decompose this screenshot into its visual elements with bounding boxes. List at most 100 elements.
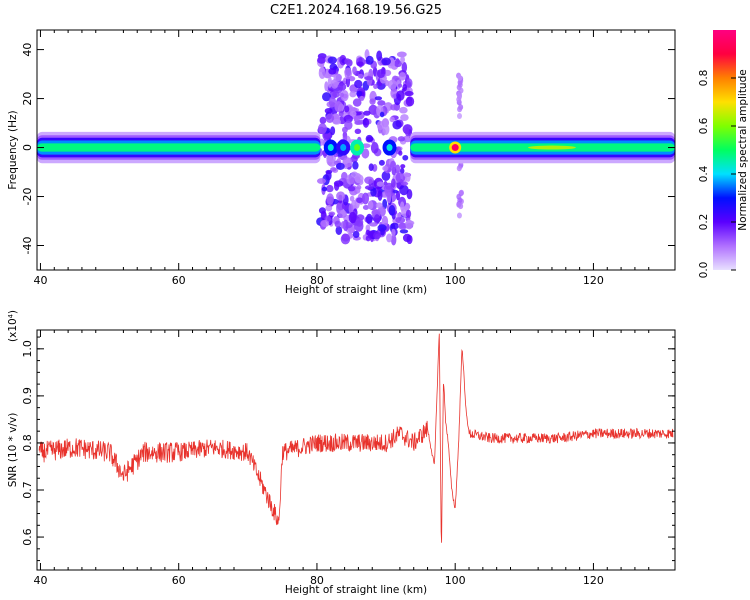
y-tick-label: 0.9 — [21, 387, 34, 405]
spectrogram-blob — [348, 211, 357, 224]
spectrogram-blob — [322, 92, 332, 102]
snr-xlabel: Height of straight line (km) — [285, 584, 427, 596]
spectrogram-blob — [395, 190, 401, 201]
spectrogram-blob — [379, 111, 385, 118]
spectrogram-blob — [395, 172, 406, 183]
spectrogram-blob — [365, 55, 374, 65]
spectrogram-blob — [400, 164, 406, 169]
spectrogram-blob — [402, 154, 409, 161]
snr-panel: 40 60 80 100 120 0.6 0.7 0.8 0.9 1.0 Height of st… — [7, 310, 676, 596]
spectrogram-blob — [402, 135, 413, 143]
spectrogram-blob — [326, 154, 337, 163]
spectrogram-blob — [344, 58, 351, 65]
spectrogram-blob — [318, 123, 327, 135]
spectrogram-blob — [335, 162, 345, 170]
spectrogram-blob — [350, 171, 358, 178]
spectrogram-blob — [328, 96, 337, 108]
x-tick-label: 40 — [33, 574, 47, 587]
spectrogram-blob — [343, 222, 353, 229]
snr-axes-frame — [36, 329, 676, 571]
spectrogram-blob — [458, 203, 464, 210]
spectrogram-blob — [370, 142, 379, 154]
spectrogram-blob — [370, 187, 377, 197]
spectrogram-blob — [393, 60, 402, 68]
spectrogram-blob — [367, 200, 374, 210]
spectrogram-blob — [363, 110, 371, 116]
spectrogram-blob — [365, 213, 373, 225]
spectrogram-blob — [457, 79, 463, 86]
spectrogram-blob — [374, 96, 383, 101]
spectrogram-blob — [324, 107, 333, 114]
spectrogram-blob — [391, 228, 396, 237]
spectrogram-blob — [457, 106, 463, 113]
colorbar-ticks: 0.0 0.2 0.4 0.6 0.8 — [698, 70, 736, 278]
spectrogram-blob — [349, 91, 357, 98]
spectrogram-blob — [373, 231, 382, 240]
spectrogram-blob — [354, 128, 362, 135]
spectrogram-ticks: 40 60 80 100 120 -40 -20 0 20 40 — [21, 30, 675, 287]
spectrogram-peak — [451, 144, 459, 152]
spectrogram-blob — [332, 91, 340, 98]
colorbar-tick-label: 0.2 — [698, 214, 710, 231]
spectrogram-blob — [324, 81, 329, 92]
spectrogram-blob — [319, 116, 327, 125]
spectrogram-blob — [356, 197, 364, 204]
snr-series-line — [38, 333, 674, 543]
spectrogram-blob — [365, 235, 371, 242]
spectrogram-blob — [356, 61, 364, 67]
spectrogram-blob — [340, 221, 346, 229]
spectrogram-blob — [376, 181, 384, 187]
spectrogram-blob — [352, 161, 359, 170]
spectrogram-blob — [381, 215, 389, 227]
spectrogram-blob — [334, 182, 340, 191]
spectrogram-ridge — [527, 145, 576, 150]
spectrogram-cluster — [340, 144, 347, 152]
spectrogram-blob — [398, 150, 403, 156]
spectrogram-blob — [348, 203, 354, 214]
spectrogram-blob — [388, 205, 396, 216]
spectrogram-blob — [327, 76, 333, 88]
spectrogram-blob — [337, 209, 347, 219]
spectrogram-blob — [395, 216, 406, 224]
spectrogram-blob — [389, 116, 395, 123]
spectrogram-blob — [364, 176, 374, 185]
y-tick-label: 0.7 — [21, 481, 34, 499]
x-tick-label: 80 — [310, 274, 324, 287]
spectrogram-blob — [364, 76, 374, 81]
spectrogram-blob — [334, 101, 343, 113]
spectrogram-blob — [354, 220, 364, 232]
spectrogram-blob — [405, 96, 415, 107]
y-tick-label: -20 — [21, 188, 34, 206]
spectrogram-blob — [390, 160, 397, 171]
spectrogram-blob — [382, 165, 389, 171]
spectrogram-blob — [386, 233, 393, 243]
spectrogram-cluster — [327, 144, 334, 152]
spectrogram-blob — [347, 185, 356, 192]
spectrogram-blob — [338, 110, 344, 117]
spectrogram-blob — [368, 163, 374, 171]
spectrogram-blob — [337, 83, 347, 91]
spectrogram-blob — [342, 157, 353, 168]
spectrogram-blob — [343, 114, 353, 123]
spectrogram-blob — [349, 177, 356, 185]
spectrogram-blob — [325, 184, 334, 193]
spectrogram-blob — [376, 120, 384, 131]
spectrogram-blob — [399, 184, 409, 196]
spectrogram-blob — [376, 69, 385, 79]
spectrogram-blob — [377, 100, 386, 106]
spectrogram-blob — [364, 185, 374, 190]
spectrogram-blob — [325, 113, 335, 123]
colorbar-tick-label: 0.4 — [698, 165, 710, 182]
spectrogram-blob — [400, 114, 409, 121]
y-tick-label: 0.6 — [21, 528, 34, 546]
spectrogram-blob — [335, 225, 343, 235]
spectrogram-blob — [458, 189, 464, 196]
spectrogram-blob — [356, 185, 362, 190]
spectrogram-blob — [380, 228, 385, 236]
spectrogram-blob — [352, 66, 357, 75]
spectrogram-blob — [405, 209, 412, 219]
spectrogram-blob — [352, 230, 360, 238]
x-tick-label: 100 — [445, 274, 466, 287]
y-tick-label: 1.0 — [21, 340, 34, 358]
